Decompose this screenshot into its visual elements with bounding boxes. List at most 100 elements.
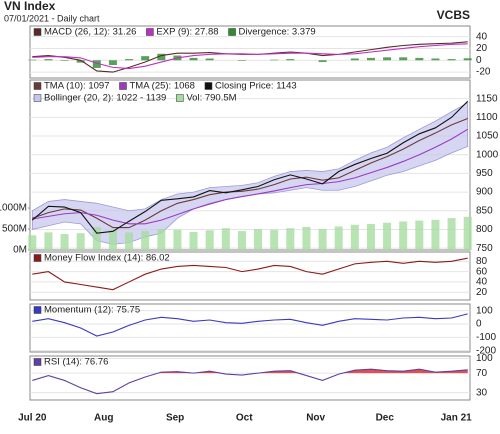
y-tick-label: 0 (476, 319, 482, 330)
bar (399, 57, 408, 61)
y-tick-label: 20 (476, 287, 488, 298)
y-tick-label: 30 (476, 387, 488, 398)
legend-label: Momentum (12): 75.75 (44, 305, 140, 316)
bar (350, 224, 359, 250)
title: VN Index (4, 0, 56, 13)
bar (463, 58, 472, 61)
bar (286, 228, 295, 250)
legend-swatch (176, 94, 184, 102)
legend-swatch (146, 28, 154, 36)
bar (366, 223, 375, 250)
legend-swatch (33, 358, 42, 366)
y-tick-label: 1100 (476, 112, 498, 123)
y-tick-label: 80 (476, 256, 488, 267)
panel-frame (29, 25, 471, 79)
legend-swatch (119, 82, 127, 90)
bar (302, 226, 311, 250)
x-tick-label: Jan 21 (441, 413, 473, 424)
panel-frame (29, 303, 471, 353)
bar (221, 228, 230, 250)
y2-tick-label: 500M (2, 224, 27, 235)
bar (92, 226, 101, 250)
legend-swatch (204, 82, 213, 90)
bar (60, 60, 69, 61)
legend-label: TMA (10): 1097 (44, 81, 109, 92)
legend-label: EXP (9): 27.88 (156, 27, 218, 38)
y-tick-label: 100 (476, 353, 493, 364)
legend-label: Money Flow Index (14): 86.02 (44, 253, 170, 264)
bar (270, 59, 279, 61)
legend-swatch (33, 306, 42, 314)
y-tick-label: 950 (476, 168, 493, 179)
bar (318, 229, 327, 250)
y-tick-label: 40 (476, 277, 488, 288)
bar (76, 60, 85, 63)
bar (399, 221, 408, 250)
legend-swatch (33, 82, 42, 90)
bar (318, 60, 327, 63)
bar (76, 233, 85, 250)
subtitle: 07/01/2021 - Daily chart (4, 13, 100, 23)
legend-label: Divergence: 3.379 (239, 27, 316, 38)
bar (108, 229, 117, 250)
x-tick-label: Aug (94, 413, 113, 424)
legend-label: TMA (25): 1068 (129, 81, 194, 92)
bar (463, 216, 472, 250)
line (31, 100, 469, 234)
bar (44, 232, 53, 250)
x-tick-label: Nov (306, 413, 325, 424)
bar (60, 234, 69, 250)
y-tick-label: 800 (476, 224, 493, 235)
y-tick-label: 900 (476, 187, 493, 198)
bar (173, 229, 182, 250)
line (32, 313, 468, 337)
bar (383, 57, 392, 61)
bar (334, 226, 343, 250)
x-tick-label: Sep (166, 413, 184, 424)
bar (383, 222, 392, 250)
legend-label: Bollinger (20, 2): 1022 - 1139 (44, 93, 166, 104)
y-tick-label: 100 (476, 305, 493, 316)
y-tick-label: 0 (476, 55, 482, 66)
line (32, 43, 468, 70)
legend-swatch (33, 94, 42, 102)
y-tick-label: 70 (476, 368, 488, 379)
bar (366, 57, 375, 61)
y-tick-label: 40 (476, 31, 488, 42)
y-tick-label: -100 (476, 332, 496, 343)
y-tick-label: 850 (476, 205, 493, 216)
y-tick-label: 1000 (476, 149, 499, 160)
y-tick-label: -200 (476, 345, 496, 356)
source: VCBS (437, 8, 470, 22)
legend-swatch (228, 28, 236, 36)
bar (205, 230, 214, 250)
y-tick-label: 1050 (476, 131, 499, 142)
bar (350, 58, 359, 61)
legend-label: MACD (26, 12): 31.26 (44, 27, 136, 38)
bar (157, 229, 166, 250)
x-tick-label: Jul 20 (18, 413, 47, 424)
x-tick-label: Oct (236, 413, 253, 424)
line (32, 117, 468, 229)
y-tick-label: -20 (476, 67, 491, 78)
bar (125, 59, 134, 61)
bar (141, 56, 150, 61)
bar (28, 235, 37, 250)
bar (125, 232, 134, 250)
bar (431, 219, 440, 250)
bar (28, 59, 37, 61)
bar (254, 229, 263, 250)
bar (431, 58, 440, 61)
bar (189, 231, 198, 250)
bar (189, 57, 198, 61)
x-tick-label: Dec (376, 413, 395, 424)
legend-swatch (33, 28, 42, 36)
line (32, 368, 468, 395)
bar (286, 59, 295, 61)
bar (44, 59, 53, 61)
bar (157, 53, 166, 61)
y-tick-label: 750 (476, 243, 493, 254)
bar (447, 59, 456, 61)
bollinger-band (31, 102, 469, 245)
